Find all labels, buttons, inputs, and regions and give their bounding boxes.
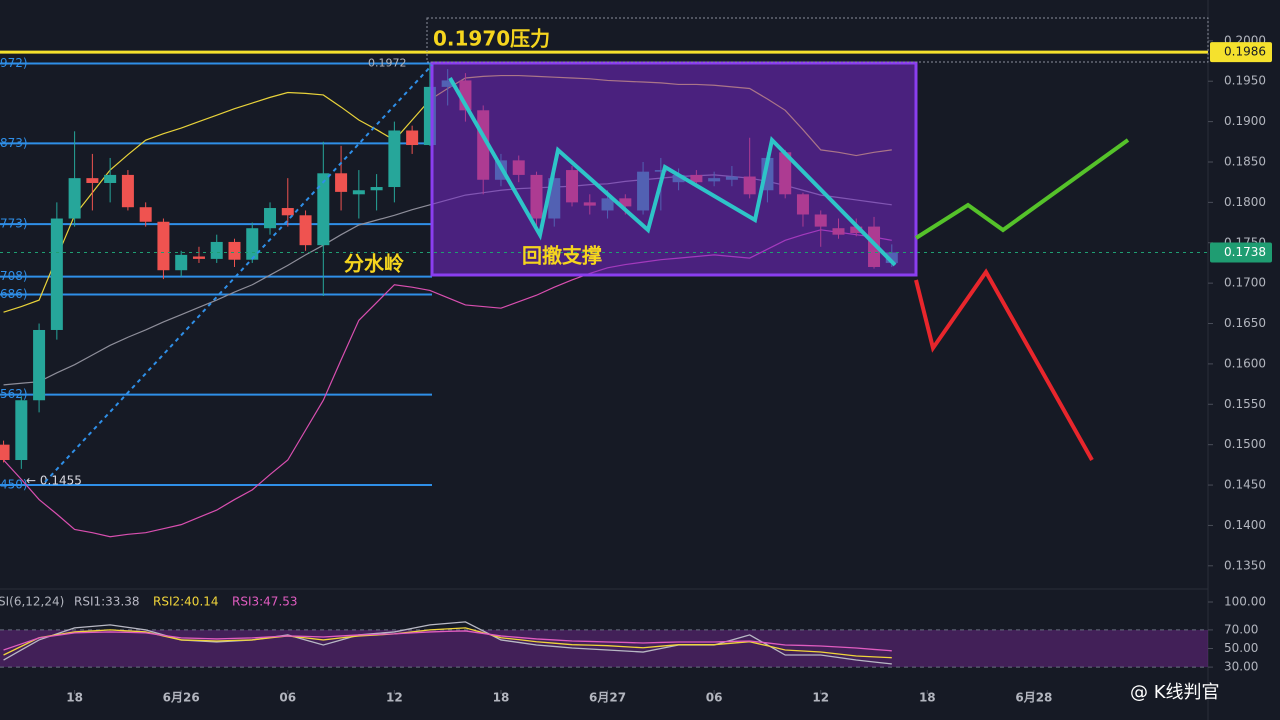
y-tick-label: 0.1800 [1224,195,1266,209]
fib-label: 873) [0,136,28,150]
candle-body [317,173,330,246]
rsi-y-tick-label: 30.00 [1224,660,1258,674]
resistance-label: 0.1986 [1224,45,1266,59]
x-tick-label: 12 [812,691,829,705]
watermark: @ K线判官 [1130,682,1220,703]
candle-body [388,130,401,188]
candle-body [157,221,170,271]
legend-entry: RSI1:33.38 [74,595,140,609]
y-tick-label: 0.1400 [1224,518,1266,532]
fib-label: 686) [0,287,28,301]
rsi-line [3,621,892,665]
fib-trend-line [44,64,433,483]
candle-body [299,215,312,246]
candle-body [68,178,81,219]
y-tick-label: 0.1450 [1224,478,1266,492]
candle-body [406,130,419,146]
fib-label: 773) [0,217,28,231]
candle-body [335,173,348,192]
rsi-line [3,630,892,652]
x-tick-label: 18 [493,691,510,705]
x-tick-label: 6月27 [589,691,626,705]
y-tick-label: 0.1550 [1224,397,1266,411]
x-tick-label: 6月26 [163,691,200,705]
bull-projection [914,138,1130,240]
candle-body [0,444,10,461]
annotation: 分水岭 [344,252,404,276]
last-price-badge [1210,242,1272,263]
candle-body [15,400,28,461]
y-tick-label: 0.1700 [1224,276,1266,290]
rsi-y-tick-label: 100.00 [1224,595,1266,609]
y-tick-label: 0.1350 [1224,558,1266,572]
candle-body [33,329,46,401]
y-tick-label: 0.1600 [1224,356,1266,370]
candle-body [370,187,383,191]
rsi-title: SI(6,12,24) [0,595,64,609]
candle-body [86,178,99,183]
high-marker: 0.1972 [368,56,407,69]
candle-body [281,208,294,216]
candle-body [210,241,223,259]
x-tick-label: 18 [919,691,936,705]
candle-body [264,208,277,229]
candle-body [121,174,134,208]
x-tick-label: 6月28 [1015,691,1052,705]
legend-entry: RSI2:40.14 [153,595,219,609]
annotation: 回撤支撑 [522,244,602,268]
fib-label: 450) [0,478,28,492]
x-tick-label: 12 [386,691,403,705]
fib-label: 562) [0,387,28,401]
fib-label: 708) [0,269,28,283]
rsi-y-tick-label: 70.00 [1224,622,1258,636]
x-tick-label: 06 [279,691,296,705]
candle-body [192,256,205,259]
y-tick-label: 0.1900 [1224,114,1266,128]
y-tick-label: 0.1950 [1224,74,1266,88]
bear-projection [914,268,1094,461]
low-marker: ← 0.1455 [26,474,82,488]
resistance-badge [1210,42,1272,63]
consolidation-box [430,61,918,277]
legend-entry: RSI3:47.53 [232,595,298,609]
candle-body [139,207,152,222]
y-tick-label: 0.1500 [1224,437,1266,451]
x-tick-label: 06 [706,691,723,705]
zigzag-path [448,77,897,267]
y-tick-label: 0.1850 [1224,154,1266,168]
y-tick-label: 0.1650 [1224,316,1266,330]
range-box [426,17,1209,63]
candle-body [50,218,63,330]
candle-body [175,254,188,271]
rsi-band [0,629,1208,668]
candle-body [228,241,241,260]
x-tick-label: 18 [66,691,83,705]
fib-label: 972) [0,56,28,70]
candle-body [246,228,259,260]
candle-body [352,190,365,195]
candle-body [104,174,117,183]
annotation: 0.1970压力 [433,27,550,51]
rsi-y-tick-label: 50.00 [1224,641,1258,655]
last-price-label: 0.1738 [1224,245,1266,259]
